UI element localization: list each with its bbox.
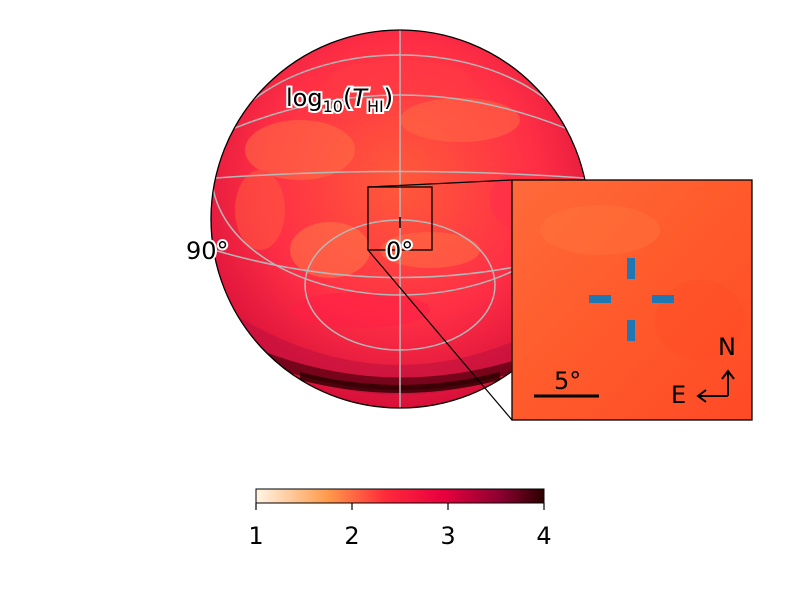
svg-text:log10(THI): log10(THI) <box>286 84 393 116</box>
colorbar-ticks: 1 2 3 4 <box>248 503 552 550</box>
map-title: log10(THI) <box>284 82 395 118</box>
title-var-sub: HI <box>367 97 384 116</box>
colorbar-tick-label: 3 <box>440 522 455 550</box>
colorbar-gradient <box>255 488 545 504</box>
colorbar-tick-label: 4 <box>536 522 551 550</box>
zoom-connector-bottom <box>367 249 513 421</box>
compass <box>696 369 735 403</box>
colorbar: 1 2 3 4 <box>248 488 552 550</box>
title-var: T <box>352 84 369 112</box>
title-main: log <box>286 84 323 112</box>
compass-east-label: E <box>671 381 686 409</box>
zoom-region-box <box>367 186 433 251</box>
zoom-inset: 5° N E <box>511 179 753 421</box>
title-sub: 10 <box>323 97 343 116</box>
lon-label-center: 0° <box>386 237 413 265</box>
sphere-map <box>211 30 589 408</box>
colorbar-tick-label: 1 <box>248 522 263 550</box>
zoom-connector-top <box>367 179 513 188</box>
lon-label-left: 90° <box>186 237 229 265</box>
compass-north-label: N <box>718 333 736 361</box>
scale-bar-label: 5° <box>554 367 581 395</box>
colorbar-tick-label: 2 <box>344 522 359 550</box>
target-crosshair <box>589 258 674 341</box>
